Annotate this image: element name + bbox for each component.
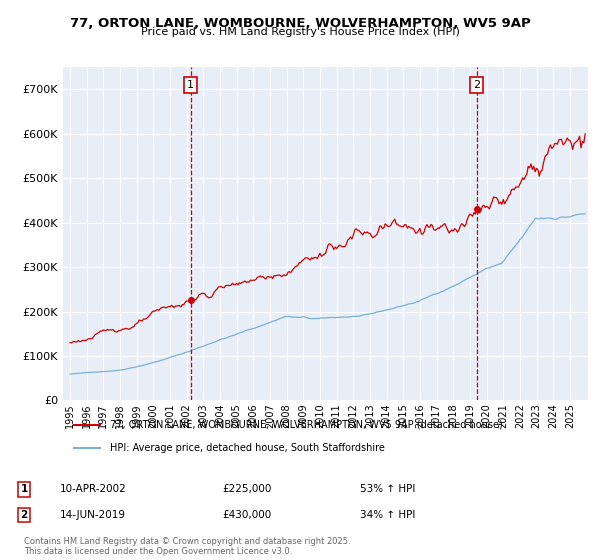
Text: Contains HM Land Registry data © Crown copyright and database right 2025.
This d: Contains HM Land Registry data © Crown c… bbox=[24, 536, 350, 556]
Text: 1: 1 bbox=[187, 80, 194, 90]
Text: £430,000: £430,000 bbox=[222, 510, 271, 520]
Text: £225,000: £225,000 bbox=[222, 484, 271, 494]
Text: 77, ORTON LANE, WOMBOURNE, WOLVERHAMPTON, WV5 9AP (detached house): 77, ORTON LANE, WOMBOURNE, WOLVERHAMPTON… bbox=[110, 420, 503, 430]
Text: 34% ↑ HPI: 34% ↑ HPI bbox=[360, 510, 415, 520]
Text: 53% ↑ HPI: 53% ↑ HPI bbox=[360, 484, 415, 494]
Text: 10-APR-2002: 10-APR-2002 bbox=[60, 484, 127, 494]
Text: 2: 2 bbox=[20, 510, 28, 520]
Text: 14-JUN-2019: 14-JUN-2019 bbox=[60, 510, 126, 520]
Text: HPI: Average price, detached house, South Staffordshire: HPI: Average price, detached house, Sout… bbox=[110, 442, 385, 452]
Text: Price paid vs. HM Land Registry's House Price Index (HPI): Price paid vs. HM Land Registry's House … bbox=[140, 27, 460, 37]
Text: 1: 1 bbox=[20, 484, 28, 494]
Text: 77, ORTON LANE, WOMBOURNE, WOLVERHAMPTON, WV5 9AP: 77, ORTON LANE, WOMBOURNE, WOLVERHAMPTON… bbox=[70, 17, 530, 30]
Text: 2: 2 bbox=[473, 80, 481, 90]
